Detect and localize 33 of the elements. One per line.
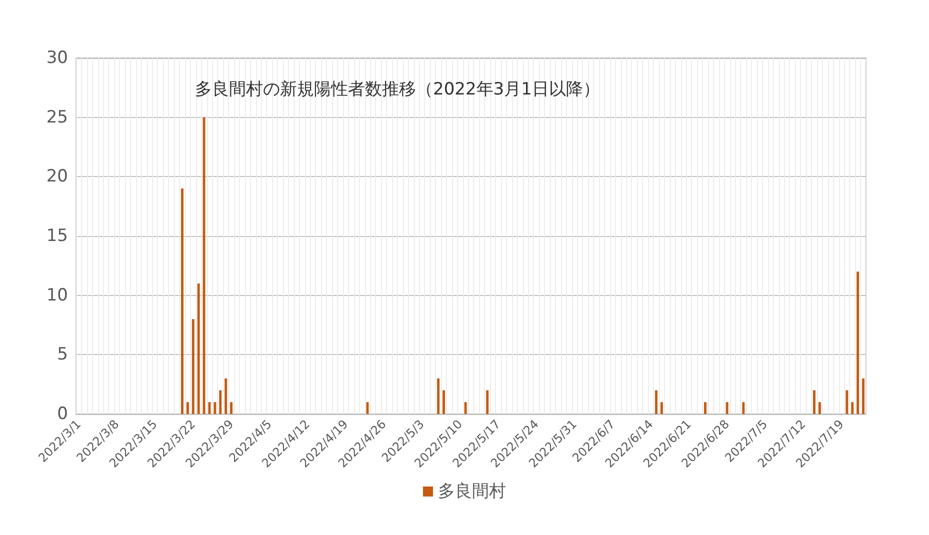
bar	[655, 390, 658, 414]
y-tick-label: 10	[46, 285, 68, 306]
bar	[442, 390, 445, 414]
bar	[219, 390, 222, 414]
bar	[851, 402, 854, 414]
bar	[181, 188, 184, 414]
y-tick-label: 25	[46, 107, 68, 128]
bar	[186, 402, 189, 414]
bar	[856, 272, 860, 414]
bar	[813, 390, 816, 414]
y-tick-label: 5	[57, 344, 68, 365]
bar	[202, 117, 206, 414]
bar	[197, 283, 200, 414]
y-tick-label: 15	[46, 226, 68, 246]
legend-label: 多良間村	[438, 482, 506, 502]
bar	[818, 402, 821, 414]
bar	[742, 402, 745, 414]
bar	[192, 319, 194, 414]
bar	[846, 390, 848, 414]
bar	[230, 402, 232, 414]
bar	[214, 402, 216, 414]
bar	[862, 378, 864, 414]
bar	[660, 402, 663, 414]
bar	[704, 402, 706, 414]
bar	[464, 402, 467, 414]
bar	[486, 390, 489, 414]
y-tick-label: 20	[46, 166, 68, 187]
bar	[726, 402, 728, 414]
y-tick-label: 0	[57, 404, 68, 424]
bar	[437, 378, 440, 414]
bar	[224, 378, 228, 414]
y-tick-label: 30	[46, 48, 68, 68]
text: 多良間村の新規陽性者数推移（2022年3月1日以降）	[195, 80, 600, 100]
